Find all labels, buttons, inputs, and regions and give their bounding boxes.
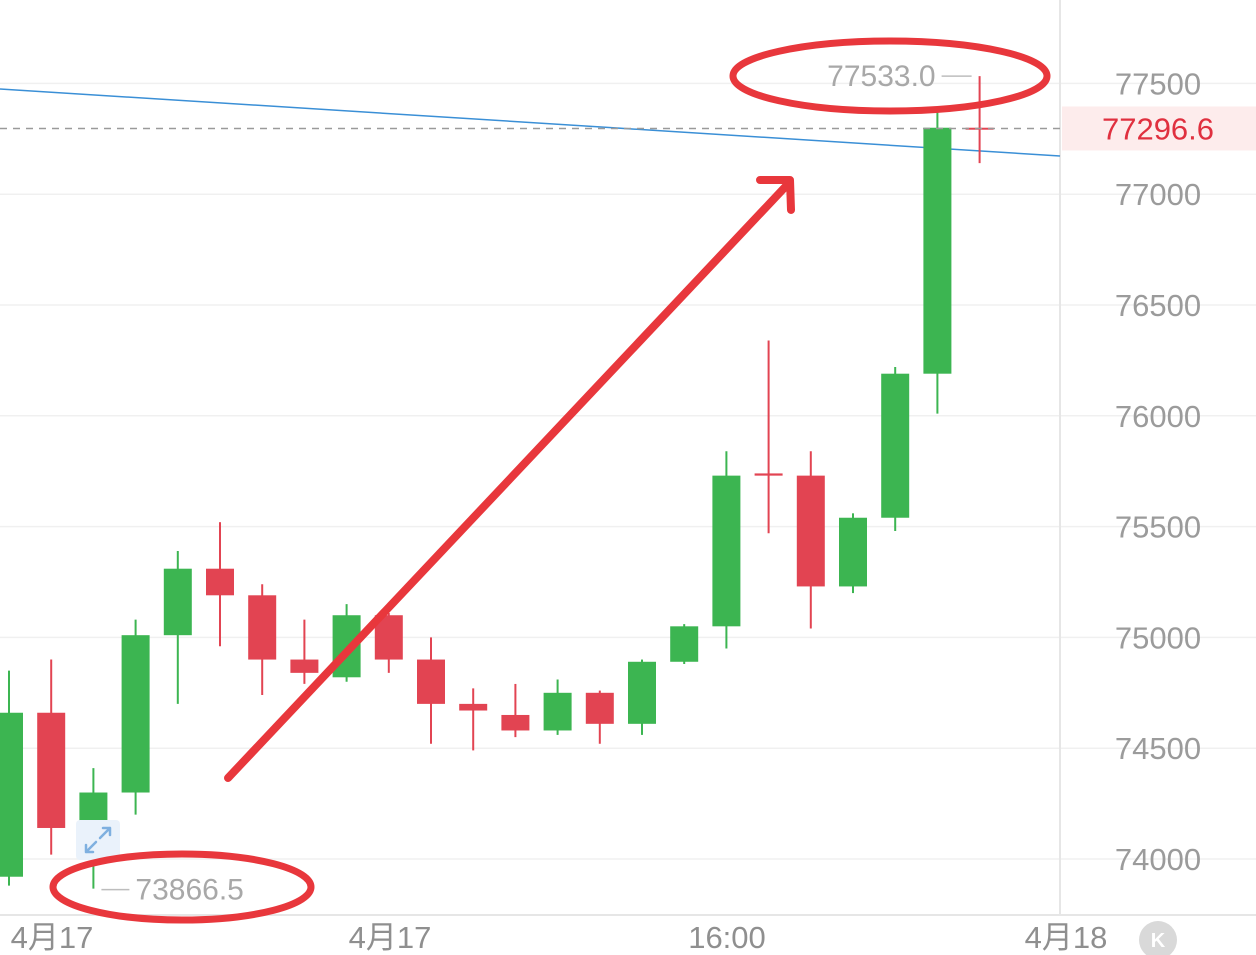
candle-body bbox=[923, 127, 952, 374]
grid-lines bbox=[0, 82, 1256, 860]
candle bbox=[881, 367, 910, 532]
candle bbox=[839, 513, 867, 594]
trend-line bbox=[0, 88, 1061, 157]
last-price-badge bbox=[1062, 106, 1256, 151]
candle-body bbox=[37, 712, 66, 828]
candle-body bbox=[163, 568, 192, 636]
candle bbox=[0, 670, 23, 886]
candle bbox=[417, 637, 445, 744]
x-tick-label: 4月17 bbox=[11, 920, 94, 955]
candle-body bbox=[712, 475, 741, 627]
candle-body bbox=[290, 659, 319, 673]
x-tick-label: 16:00 bbox=[688, 920, 766, 955]
candle bbox=[670, 624, 699, 664]
last-price-label: 77296.6 bbox=[1102, 111, 1214, 146]
candle-body bbox=[881, 373, 910, 518]
candle-body bbox=[628, 661, 656, 724]
y-tick-label: 77500 bbox=[1115, 66, 1201, 101]
candle bbox=[37, 659, 66, 855]
candle bbox=[163, 550, 192, 704]
upward-arrow bbox=[224, 176, 795, 782]
candle-body bbox=[248, 595, 277, 660]
low-annotation-circle bbox=[49, 850, 315, 924]
candle-body bbox=[206, 568, 234, 596]
candle-body bbox=[670, 626, 699, 662]
candle bbox=[712, 451, 741, 649]
candle-body bbox=[121, 635, 150, 793]
candle bbox=[501, 683, 530, 738]
kline-button-label: K bbox=[1151, 930, 1166, 952]
y-tick-label: 76500 bbox=[1115, 288, 1201, 323]
low-price-label: 73866.5 bbox=[135, 874, 243, 907]
kline-button[interactable]: K bbox=[1139, 921, 1177, 955]
candle bbox=[585, 690, 614, 744]
candle-body bbox=[754, 473, 783, 476]
x-axis: 4月17 4月17 16:00 4月18 bbox=[11, 920, 1108, 955]
candle-body bbox=[796, 475, 825, 587]
high-annotation-circle bbox=[729, 37, 1051, 115]
candle bbox=[543, 679, 572, 735]
y-tick-label: 75000 bbox=[1115, 620, 1201, 655]
candle bbox=[248, 584, 277, 696]
candle-body bbox=[459, 703, 488, 711]
y-tick-label: 77000 bbox=[1115, 177, 1201, 212]
candle bbox=[290, 619, 319, 684]
candles bbox=[0, 76, 994, 889]
candle-body bbox=[543, 692, 572, 731]
candle-body bbox=[501, 714, 530, 731]
candle-body bbox=[585, 692, 614, 724]
y-tick-label: 74500 bbox=[1115, 731, 1201, 766]
candle-body bbox=[0, 712, 23, 877]
candle bbox=[754, 340, 783, 534]
x-tick-label: 4月17 bbox=[349, 920, 432, 955]
extreme-labels: 77533.0 73866.5 bbox=[101, 60, 972, 907]
y-axis: 77500 77000 76500 76000 75500 75000 74500 74000 bbox=[1115, 66, 1201, 877]
candle bbox=[628, 659, 656, 735]
candle bbox=[796, 451, 825, 629]
y-tick-label: 76000 bbox=[1115, 399, 1201, 434]
candle bbox=[206, 522, 234, 647]
x-tick-label: 4月18 bbox=[1025, 920, 1108, 955]
y-tick-label: 74000 bbox=[1115, 842, 1201, 877]
y-tick-label: 75500 bbox=[1115, 510, 1201, 545]
candle-body bbox=[417, 659, 445, 704]
candle-body bbox=[839, 517, 867, 587]
last-price-indicator: 77296.6 bbox=[0, 106, 1256, 151]
candle bbox=[459, 688, 488, 751]
annotations bbox=[49, 37, 1051, 924]
candle bbox=[923, 112, 952, 414]
expand-icon[interactable] bbox=[76, 820, 120, 860]
high-price-label: 77533.0 bbox=[827, 60, 935, 93]
candle bbox=[121, 619, 150, 815]
